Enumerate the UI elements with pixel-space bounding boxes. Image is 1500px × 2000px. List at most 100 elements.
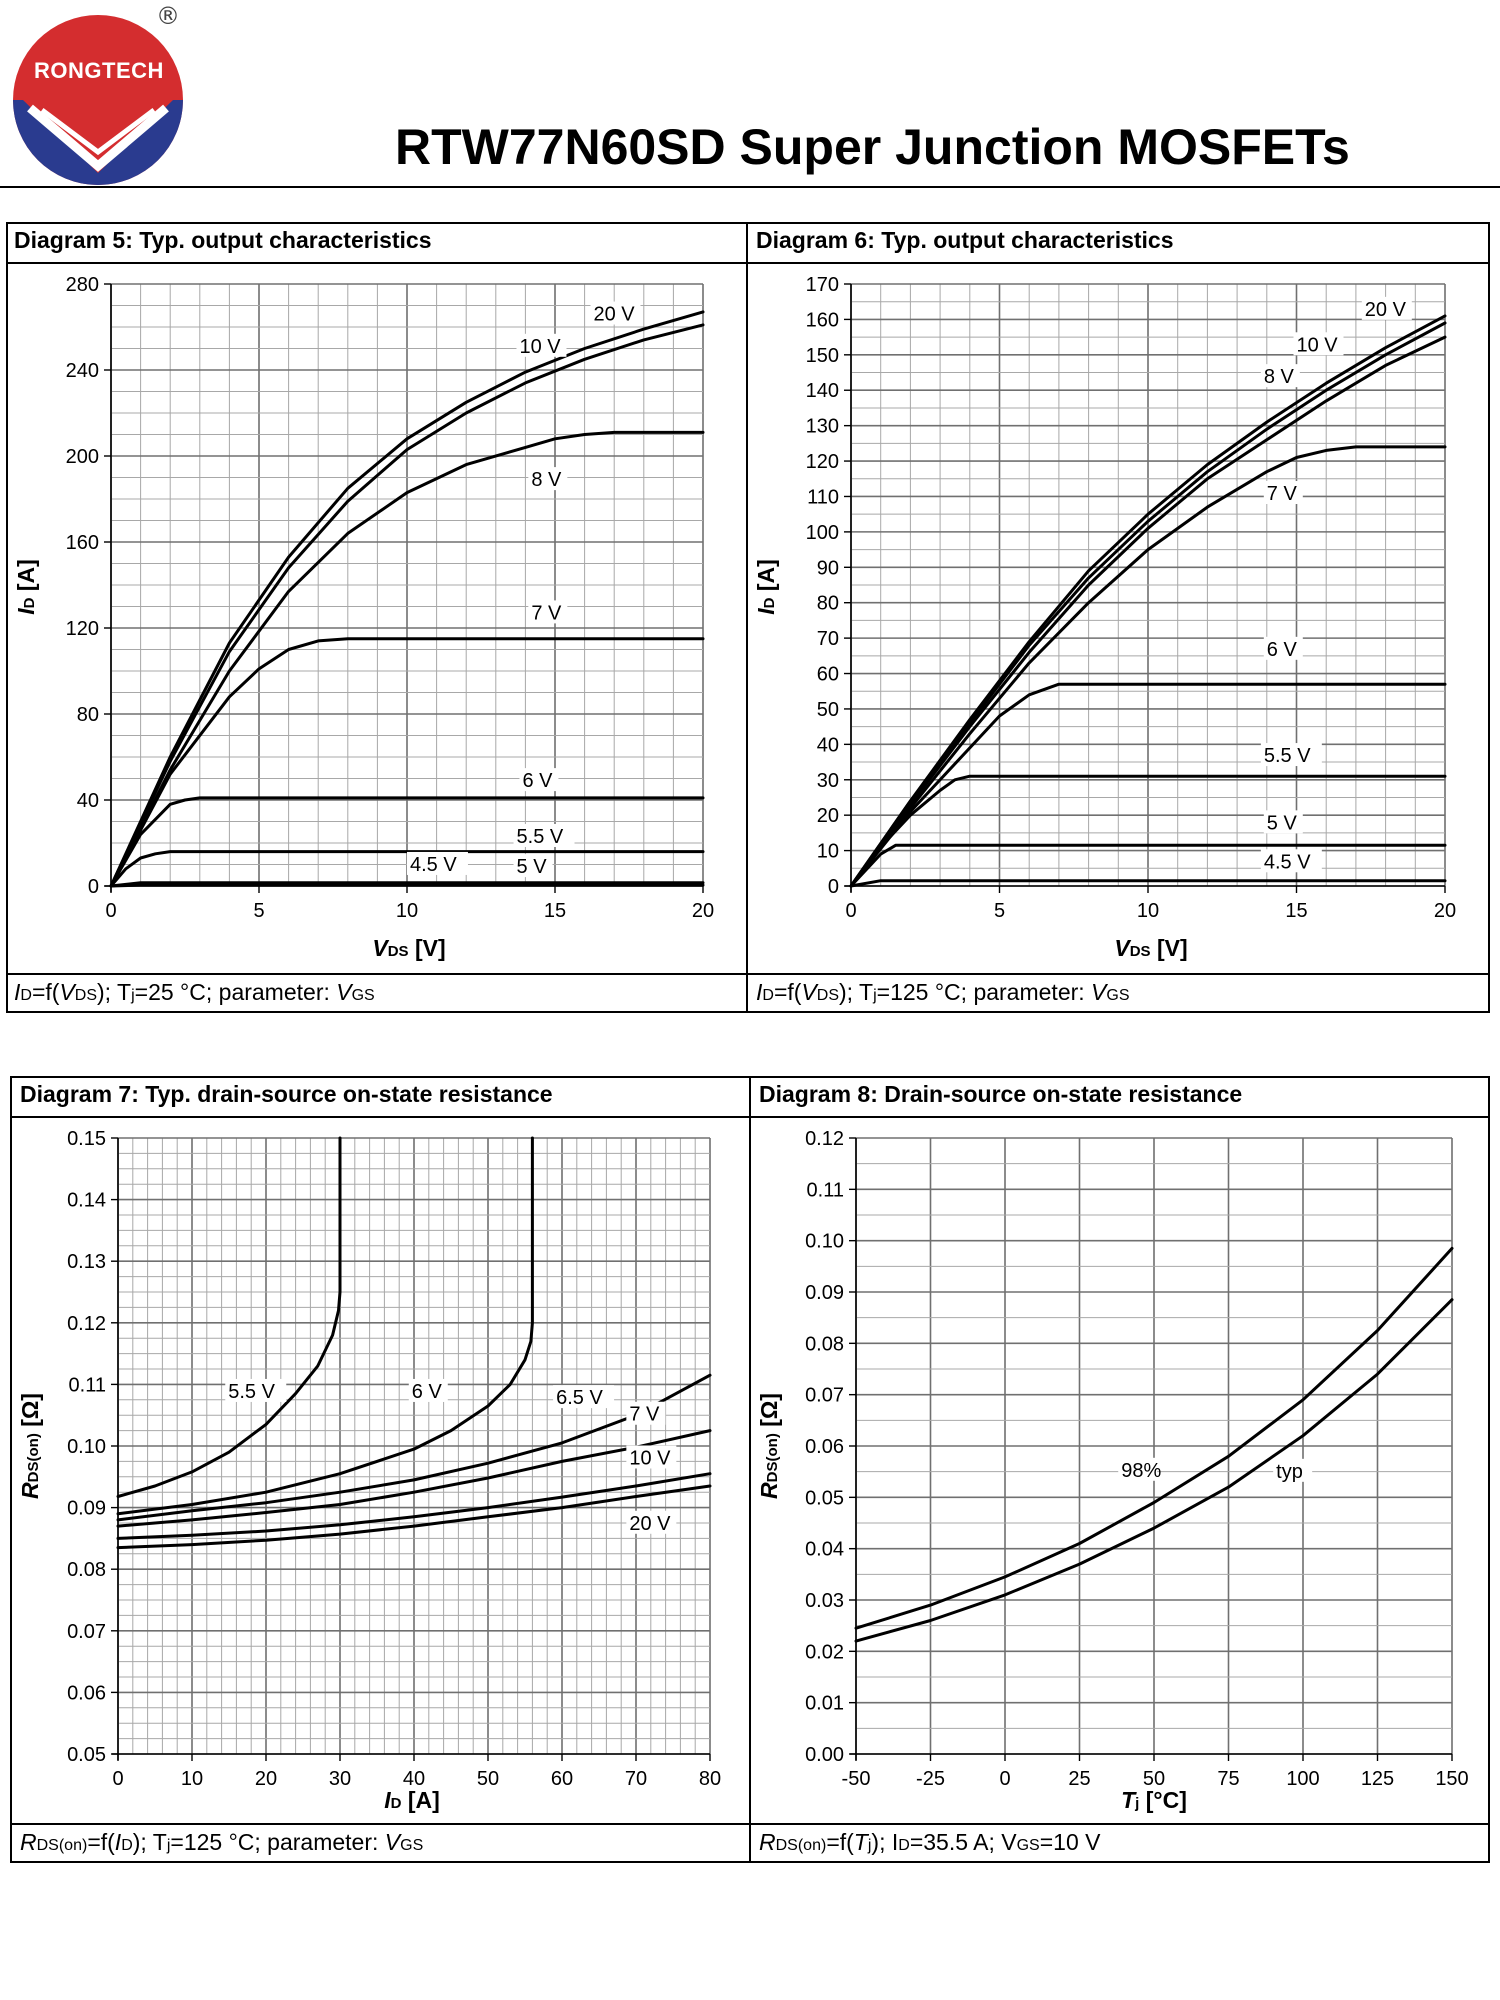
y-tick-label: 0.08: [805, 1333, 844, 1355]
curve-label-bg: [1263, 636, 1303, 660]
x-tick-label: 15: [1285, 900, 1307, 922]
curve-label-bg: [1260, 743, 1322, 767]
x-tick-label: 0: [845, 900, 856, 922]
y-tick-label: 0.10: [67, 1436, 106, 1458]
x-tick-label: 20: [692, 900, 714, 922]
x-tick-label: 5: [253, 900, 264, 922]
series-line-5-5-v: [109, 850, 705, 888]
curve-label-bg: [225, 1378, 287, 1402]
curve-label-bg: [626, 1510, 677, 1534]
y-tick-label: 0.13: [67, 1251, 106, 1273]
series-line-10-v: [109, 323, 705, 888]
curve-label: 6 V: [1267, 639, 1298, 661]
y-tick-label: 160: [66, 532, 99, 554]
y-tick-label: 200: [66, 446, 99, 468]
footer-symbol: V: [1091, 979, 1107, 1005]
y-tick-label: 0.07: [67, 1621, 106, 1643]
y-tick-label: 0.08: [67, 1559, 106, 1581]
footer-text: =25 °C; parameter:: [134, 979, 337, 1005]
footer-subscript: GS: [1016, 1837, 1040, 1854]
y-tick-label: 0.03: [805, 1590, 844, 1612]
curve-label-bg: [1260, 849, 1322, 873]
y-axis-label: ID [A]: [753, 559, 779, 615]
y-tick-label: 0.05: [67, 1744, 106, 1766]
y-tick-label: 0.09: [67, 1498, 106, 1520]
x-tick-label: -25: [916, 1768, 945, 1790]
y-tick-label: 0.12: [67, 1313, 106, 1335]
footer-text: =f(: [773, 979, 802, 1005]
curve-label: 6 V: [522, 770, 553, 792]
y-tick-label: 0.11: [807, 1179, 844, 1201]
panel-bottom-divider: [749, 1076, 751, 1863]
footer-symbol: V: [801, 979, 817, 1005]
x-tick-label: 0: [112, 1768, 123, 1790]
curve-label: 5 V: [517, 856, 548, 878]
x-axis-label: VDS [V]: [372, 935, 445, 961]
footer-subscript: DS: [816, 987, 840, 1004]
footer-text: =10 V: [1039, 1829, 1101, 1855]
y-tick-label: 0.10: [805, 1231, 844, 1253]
y-tick-label: 0.07: [805, 1385, 844, 1407]
x-tick-label: 25: [1068, 1768, 1090, 1790]
footer-symbol: T: [853, 1829, 868, 1855]
x-tick-label: 0: [105, 900, 116, 922]
y-tick-label: 0.06: [805, 1436, 844, 1458]
y-tick-label: 0.15: [67, 1128, 106, 1150]
series-line-20-v: [109, 310, 705, 888]
y-tick-label: 0.04: [805, 1539, 844, 1561]
curve-label-bg: [1293, 332, 1344, 356]
diagram7-heading: Diagram 7: Typ. drain-source on-state re…: [20, 1081, 553, 1107]
curve-label-bg: [1361, 296, 1412, 320]
panel-bottom-head-rule: [10, 1116, 1490, 1118]
footer-text: ); T: [132, 1829, 167, 1855]
x-tick-label: 5: [994, 900, 1005, 922]
series-line-7-v: [849, 445, 1447, 888]
series-line-10-v: [116, 1472, 712, 1540]
y-tick-label: 130: [806, 416, 839, 438]
y-tick-label: 70: [817, 628, 839, 650]
footer-subscript: j: [867, 1837, 872, 1854]
curve-label-bg: [516, 333, 567, 357]
y-tick-label: 40: [77, 790, 99, 812]
curve-label: 6.5 V: [556, 1387, 603, 1409]
panel-top-divider: [746, 222, 748, 1013]
curve-label: 10 V: [629, 1447, 671, 1469]
footer-text: =125 °C; parameter:: [876, 979, 1092, 1005]
x-tick-label: 30: [329, 1768, 351, 1790]
y-tick-label: 160: [806, 309, 839, 331]
curve-label: 20 V: [629, 1513, 671, 1535]
x-tick-label: 10: [181, 1768, 203, 1790]
curve-label: 5.5 V: [1264, 745, 1311, 767]
y-tick-label: 90: [817, 557, 839, 579]
x-tick-label: 20: [1434, 900, 1456, 922]
y-tick-label: 0.12: [805, 1128, 844, 1150]
footer-text: =f(: [31, 979, 60, 1005]
y-tick-label: 80: [77, 704, 99, 726]
diagram5-footer: ID=f(VDS); Tj=25 °C; parameter: VGS: [14, 979, 375, 1006]
curve-label: 8 V: [531, 469, 562, 491]
curve-label: 5 V: [1267, 812, 1298, 834]
y-tick-label: 0.11: [69, 1374, 106, 1396]
footer-subscript: GS: [400, 1837, 424, 1854]
curve-label-bg: [406, 851, 468, 875]
x-tick-label: 150: [1435, 1768, 1468, 1790]
footer-text: =f(: [826, 1829, 854, 1855]
curve-label: 4.5 V: [1264, 851, 1311, 873]
series-line-8-v: [849, 335, 1447, 888]
x-axis-label: ID [A]: [384, 1787, 440, 1813]
series-line-5-5-v: [849, 774, 1447, 888]
footer-subscript: DS(on): [775, 1837, 827, 1854]
footer-subscript: DS(on): [36, 1837, 88, 1854]
x-axis-label: VDS [V]: [1114, 935, 1187, 961]
footer-text: =35.5 A; V: [909, 1829, 1017, 1855]
x-tick-label: 100: [1286, 1768, 1319, 1790]
curve-label: 5.5 V: [228, 1381, 275, 1403]
footer-symbol: V: [336, 979, 352, 1005]
footer-subscript: j: [131, 987, 135, 1004]
diagram8-footer: RDS(on)=f(Tj); ID=35.5 A; VGS=10 V: [759, 1829, 1100, 1856]
y-tick-label: 120: [66, 618, 99, 640]
footer-symbol: V: [59, 979, 75, 1005]
series-line-98-: [854, 1246, 1454, 1630]
y-tick-label: 0.05: [805, 1487, 844, 1509]
y-tick-label: 60: [817, 664, 839, 686]
